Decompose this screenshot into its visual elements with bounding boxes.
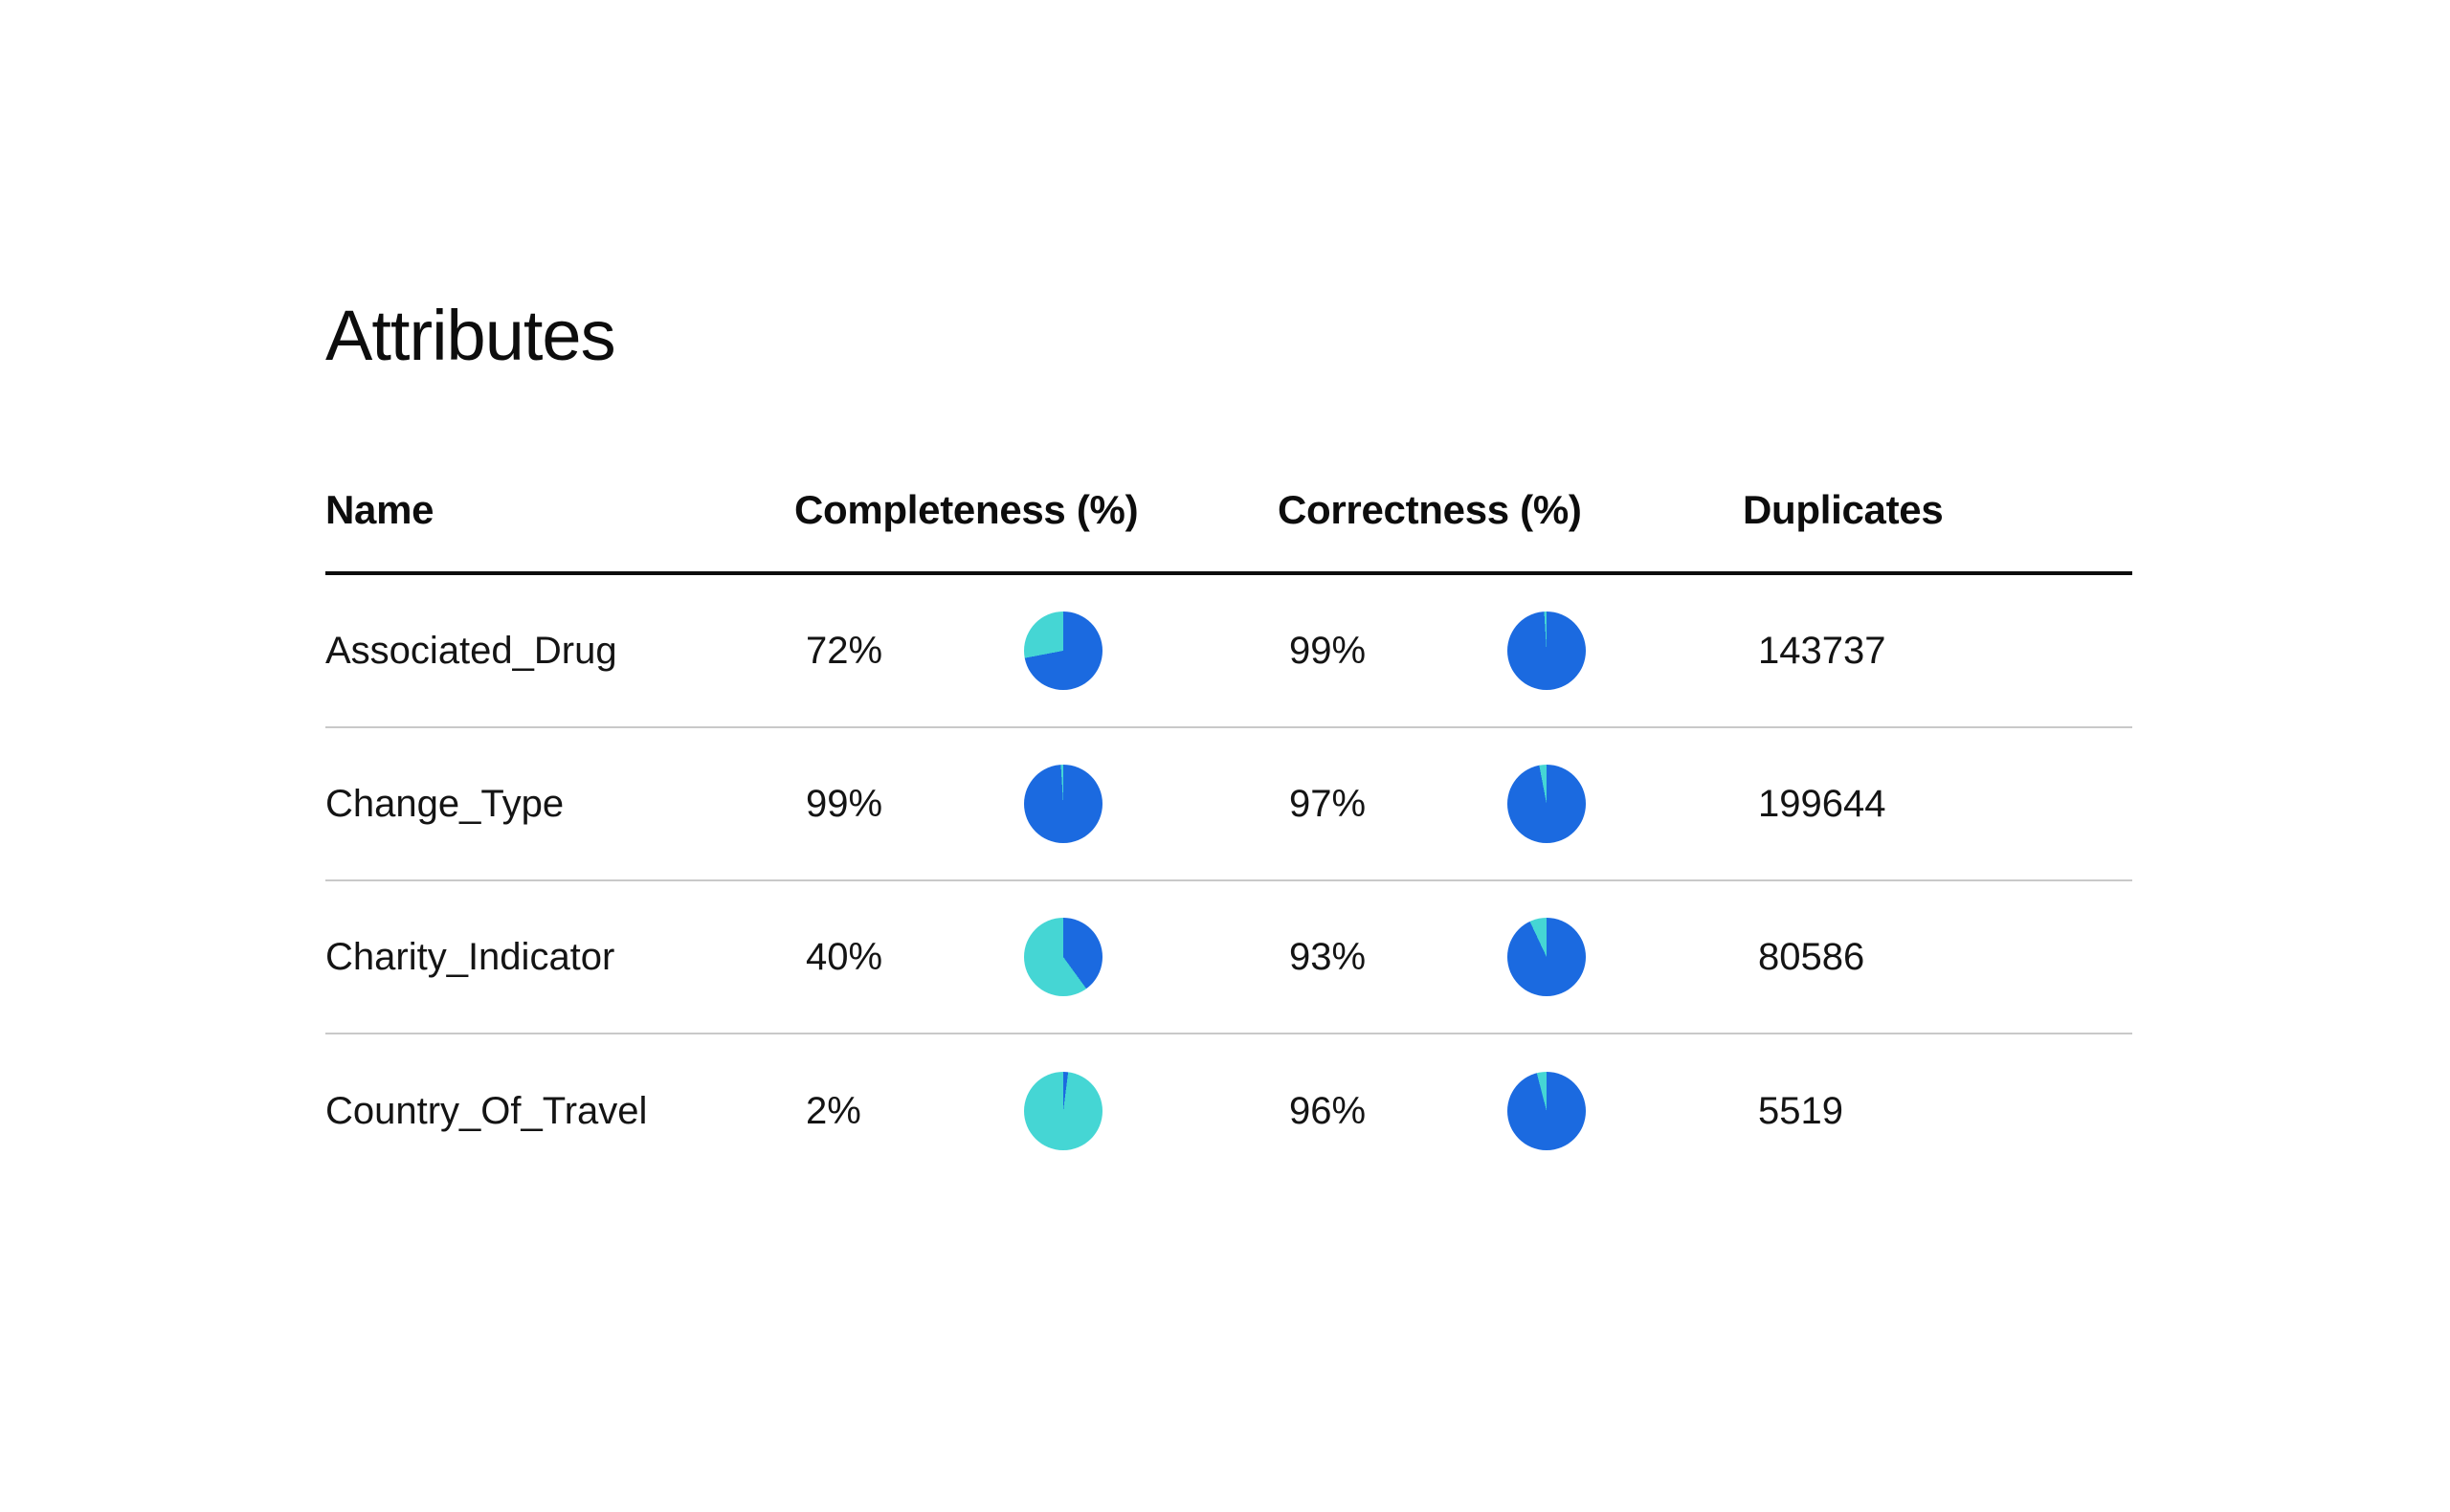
completeness-cell: 2% <box>794 1072 1278 1151</box>
correctness-pie-chart <box>1507 765 1586 844</box>
correctness-value: 99% <box>1289 629 1367 672</box>
correctness-pie-chart <box>1507 611 1586 691</box>
column-header-duplicates: Duplicates <box>1743 487 1944 533</box>
attributes-page: Attributes Name Completeness (%) Correct… <box>0 295 2450 1188</box>
completeness-pie-chart <box>1024 611 1102 691</box>
table-row: Country_Of_Travel 2% 96% 5519 <box>325 1034 2132 1188</box>
completeness-value: 2% <box>806 1089 861 1132</box>
completeness-value: 72% <box>806 629 883 672</box>
table-row: Associated_Drug 72% 99% 143737 <box>325 575 2132 729</box>
attribute-name: Country_Of_Travel <box>325 1089 648 1132</box>
column-header-name: Name <box>325 487 434 533</box>
table-header-row: Name Completeness (%) Correctness (%) Du… <box>325 487 2132 576</box>
correctness-cell: 97% <box>1278 765 1743 844</box>
completeness-cell: 40% <box>794 918 1278 997</box>
correctness-value: 96% <box>1289 1089 1367 1132</box>
column-header-correctness: Correctness (%) <box>1278 487 1582 533</box>
attribute-name: Associated_Drug <box>325 629 617 672</box>
correctness-cell: 93% <box>1278 918 1743 997</box>
table-row: Charity_Indicator 40% 93% 80586 <box>325 881 2132 1035</box>
correctness-value: 93% <box>1289 935 1367 978</box>
completeness-pie-chart <box>1024 765 1102 844</box>
duplicates-value: 199644 <box>1758 782 1886 825</box>
attribute-name: Charity_Indicator <box>325 935 615 978</box>
completeness-value: 99% <box>806 782 883 825</box>
correctness-cell: 96% <box>1278 1072 1743 1151</box>
attribute-name: Change_Type <box>325 782 565 825</box>
duplicates-value: 5519 <box>1758 1089 1843 1132</box>
completeness-pie-chart <box>1024 918 1102 997</box>
correctness-value: 97% <box>1289 782 1367 825</box>
correctness-pie-chart <box>1507 918 1586 997</box>
completeness-value: 40% <box>806 935 883 978</box>
duplicates-value: 143737 <box>1758 629 1886 672</box>
page-title: Attributes <box>325 296 616 375</box>
completeness-cell: 72% <box>794 611 1278 691</box>
duplicates-value: 80586 <box>1758 935 1865 978</box>
column-header-completeness: Completeness (%) <box>794 487 1139 533</box>
table-row: Change_Type 99% 97% 199644 <box>325 728 2132 882</box>
completeness-cell: 99% <box>794 765 1278 844</box>
correctness-pie-chart <box>1507 1072 1586 1151</box>
completeness-pie-chart <box>1024 1072 1102 1151</box>
attributes-table: Name Completeness (%) Correctness (%) Du… <box>325 487 2132 1188</box>
correctness-cell: 99% <box>1278 611 1743 691</box>
